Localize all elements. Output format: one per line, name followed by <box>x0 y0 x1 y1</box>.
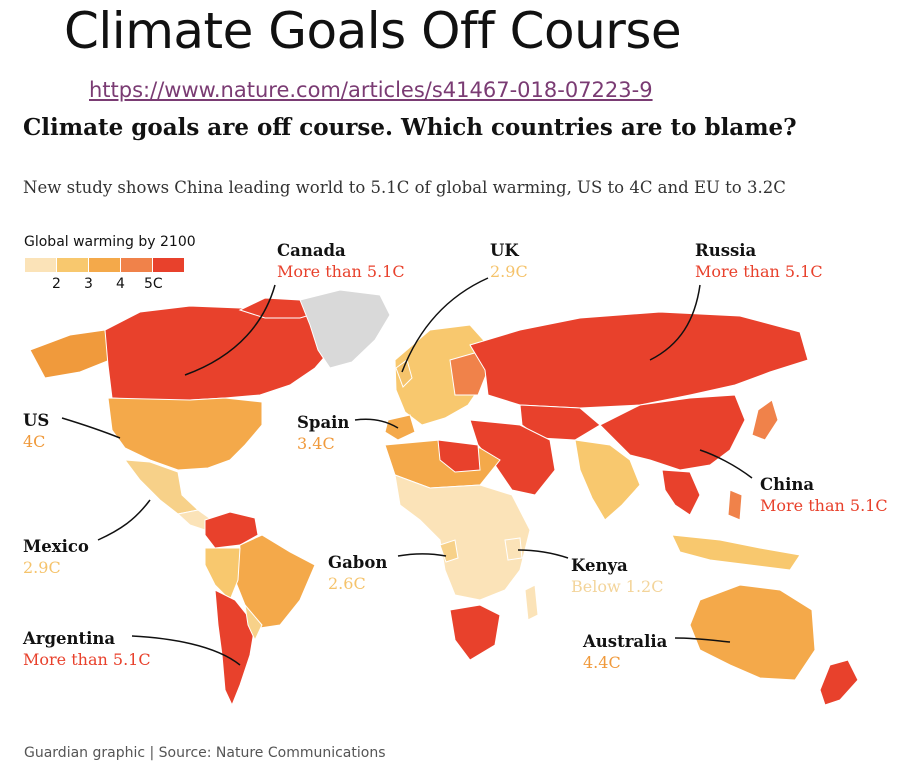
callout-us-name: US <box>23 411 50 430</box>
libya-region <box>437 439 481 473</box>
callout-gabon-value: 2.6C <box>328 574 366 593</box>
callout-uk-value: 2.9C <box>490 262 528 281</box>
kenya-region <box>504 537 523 561</box>
australia-region <box>689 584 816 681</box>
us-region <box>107 397 263 471</box>
callout-mexico-value: 2.9C <box>23 558 61 577</box>
callout-argentina: Argentina More than 5.1C <box>23 628 151 671</box>
legend-title: Global warming by 2100 <box>24 234 196 250</box>
leader-china <box>699 449 753 479</box>
paraguay-uruguay-region <box>244 603 263 642</box>
callout-kenya-name: Kenya <box>571 556 628 575</box>
callout-spain-name: Spain <box>297 413 350 432</box>
japan-region <box>751 399 779 441</box>
legend-tick-4: 4 <box>116 276 125 292</box>
callout-canada-value: More than 5.1C <box>277 262 405 281</box>
callout-us-value: 4C <box>23 432 46 451</box>
south-africa-region <box>449 604 501 661</box>
uk-region <box>395 359 413 388</box>
southeast-asia-region <box>661 469 701 516</box>
india-region <box>574 439 641 521</box>
source-credit: Guardian graphic | Source: Nature Commun… <box>24 745 386 761</box>
leader-russia <box>649 284 701 361</box>
callout-australia: Australia 4.4C <box>583 631 667 674</box>
callout-kenya: Kenya Below 1.2C <box>571 555 663 598</box>
leader-canada <box>184 284 276 376</box>
callout-kenya-value: Below 1.2C <box>571 577 664 596</box>
europe-region <box>394 324 489 426</box>
venezuela-colombia-region <box>204 511 259 549</box>
madagascar-region <box>524 584 539 621</box>
spain-region <box>384 414 416 441</box>
greenland-region <box>299 289 391 369</box>
callout-china-value: More than 5.1C <box>760 496 888 515</box>
callout-spain: Spain 3.4C <box>297 412 349 455</box>
argentina-chile-region <box>214 589 256 707</box>
brazil-region <box>234 534 316 629</box>
leader-uk <box>401 277 489 373</box>
callout-canada-name: Canada <box>277 241 346 260</box>
eastern-europe-region <box>449 351 489 396</box>
leader-gabon <box>397 553 447 557</box>
legend-swatch-2 <box>57 258 88 272</box>
china-region <box>599 394 746 471</box>
leader-australia <box>674 637 731 643</box>
callout-russia-value: More than 5.1C <box>695 262 823 281</box>
source-article-link[interactable]: https://www.nature.com/articles/s41467-0… <box>89 78 653 102</box>
legend-swatch-5 <box>153 258 184 272</box>
callout-canada: Canada More than 5.1C <box>277 240 405 283</box>
legend-tick-5c: 5C <box>144 276 163 292</box>
legend-tick-3: 3 <box>84 276 93 292</box>
legend-swatch-3 <box>89 258 120 272</box>
sub-saharan-africa-region <box>394 474 531 601</box>
callout-australia-value: 4.4C <box>583 653 621 672</box>
legend-tick-2: 2 <box>52 276 61 292</box>
legend-swatch-1 <box>25 258 56 272</box>
legend-color-scale <box>25 258 185 272</box>
canada-region <box>104 305 341 401</box>
leader-kenya <box>517 549 569 559</box>
callout-russia: Russia More than 5.1C <box>695 240 823 283</box>
alaska-region <box>29 329 111 379</box>
philippines-region <box>727 489 743 521</box>
callout-uk: UK 2.9C <box>490 240 528 283</box>
callout-gabon-name: Gabon <box>328 553 388 572</box>
callout-gabon: Gabon 2.6C <box>328 552 387 595</box>
slide-title: Climate Goals Off Course <box>64 2 682 60</box>
new-zealand-region <box>819 659 859 706</box>
indonesia-region <box>671 534 801 571</box>
russia-region <box>469 311 809 409</box>
leader-mexico <box>97 499 151 541</box>
callout-china-name: China <box>760 475 815 494</box>
callout-mexico-name: Mexico <box>23 537 89 556</box>
leader-spain <box>354 418 399 429</box>
callout-argentina-name: Argentina <box>23 629 116 648</box>
leader-argentina <box>131 635 241 666</box>
callout-uk-name: UK <box>490 241 519 260</box>
callout-australia-name: Australia <box>583 632 668 651</box>
graphic-headline: Climate goals are off course. Which coun… <box>23 114 797 141</box>
callout-china: China More than 5.1C <box>760 474 888 517</box>
callout-russia-name: Russia <box>695 241 757 260</box>
callout-us: US 4C <box>23 410 49 453</box>
legend-swatch-4 <box>121 258 152 272</box>
callout-argentina-value: More than 5.1C <box>23 650 151 669</box>
graphic-standfirst: New study shows China leading world to 5… <box>23 178 786 197</box>
leader-us <box>61 417 121 439</box>
andes-region <box>204 547 241 601</box>
callout-mexico: Mexico 2.9C <box>23 536 89 579</box>
callout-spain-value: 3.4C <box>297 434 335 453</box>
